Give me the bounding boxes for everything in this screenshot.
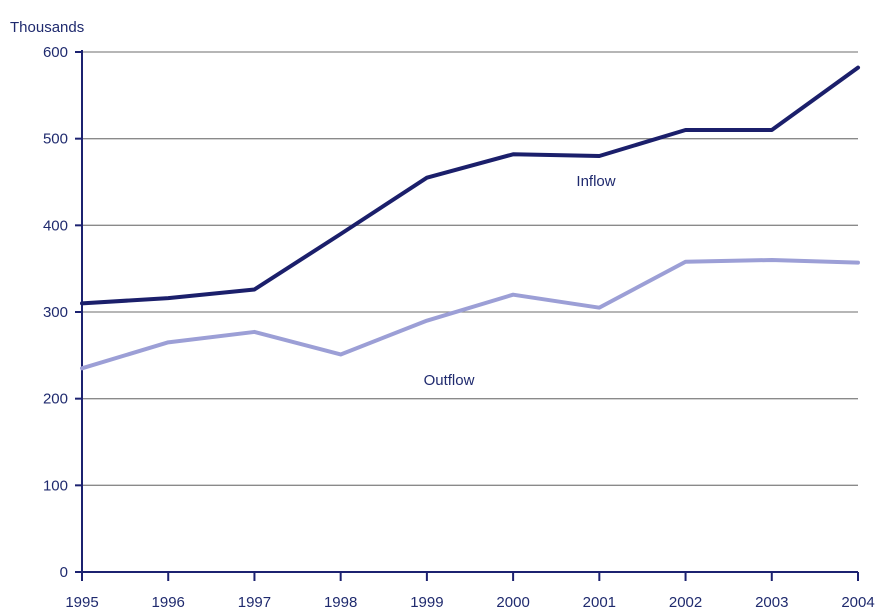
y-tick-label: 400 bbox=[43, 217, 68, 234]
series-label-outflow: Outflow bbox=[424, 372, 475, 389]
y-tick-label: 100 bbox=[43, 477, 68, 494]
data-point-outflow bbox=[856, 261, 860, 265]
series-line-outflow bbox=[80, 258, 860, 371]
x-tick-label: 2004 bbox=[841, 594, 874, 611]
data-point-outflow bbox=[166, 340, 170, 344]
data-point-outflow bbox=[684, 260, 688, 264]
data-point-outflow bbox=[252, 330, 256, 334]
data-point-outflow bbox=[80, 366, 84, 370]
x-tick-label: 1995 bbox=[65, 594, 98, 611]
data-point-outflow bbox=[339, 352, 343, 356]
x-tick-label: 2002 bbox=[669, 594, 702, 611]
x-tick-label: 1999 bbox=[410, 594, 443, 611]
data-point-inflow bbox=[856, 66, 860, 70]
data-point-inflow bbox=[166, 296, 170, 300]
series-lines bbox=[80, 65, 860, 371]
data-point-inflow bbox=[339, 232, 343, 236]
axes bbox=[75, 50, 859, 581]
data-point-inflow bbox=[511, 152, 515, 156]
x-tick-label: 2003 bbox=[755, 594, 788, 611]
data-point-inflow bbox=[252, 287, 256, 291]
data-point-outflow bbox=[597, 306, 601, 310]
y-axis-unit-label: Thousands bbox=[10, 19, 84, 36]
data-point-inflow bbox=[597, 154, 601, 158]
data-point-inflow bbox=[80, 301, 84, 305]
y-tick-label: 500 bbox=[43, 131, 68, 148]
data-point-outflow bbox=[770, 258, 774, 262]
x-tick-label: 1996 bbox=[152, 594, 185, 611]
x-tick-label: 2001 bbox=[583, 594, 616, 611]
data-point-outflow bbox=[511, 293, 515, 297]
y-tick-label: 600 bbox=[43, 44, 68, 61]
gridlines bbox=[82, 51, 858, 486]
series-label-inflow: Inflow bbox=[576, 173, 615, 190]
x-tick-label: 2000 bbox=[496, 594, 529, 611]
y-tick-label: 300 bbox=[43, 304, 68, 321]
x-tick-label: 1998 bbox=[324, 594, 357, 611]
y-tick-label: 0 bbox=[60, 564, 68, 581]
labels: 0 100 200 300 400 500 600 1995 1996 1997 1998 1999 2… bbox=[43, 44, 875, 611]
x-tick-label: 1997 bbox=[238, 594, 271, 611]
series-line-inflow bbox=[80, 65, 860, 306]
y-tick-label: 200 bbox=[43, 391, 68, 408]
data-point-inflow bbox=[425, 176, 429, 180]
data-point-inflow bbox=[770, 128, 774, 132]
data-point-outflow bbox=[425, 319, 429, 323]
data-point-inflow bbox=[684, 128, 688, 132]
